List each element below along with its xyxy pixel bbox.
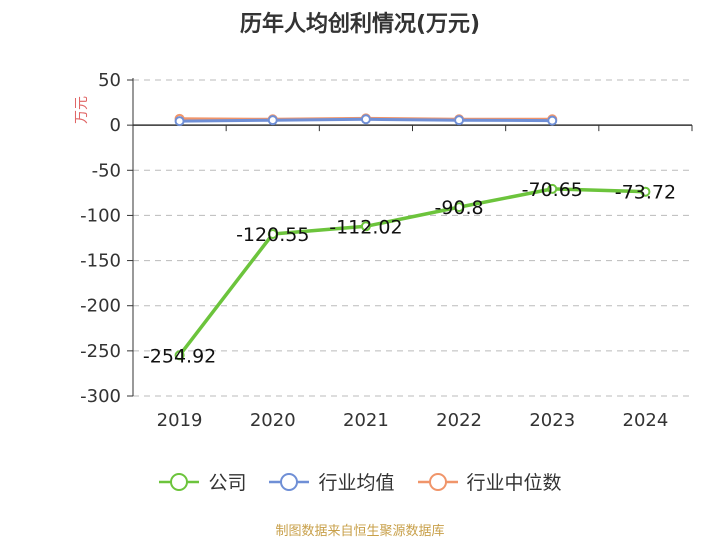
legend-label: 公司 [208,472,247,494]
data-label: -73.72 [615,182,676,204]
y-tick-label: -200 [80,296,121,317]
data-label: -254.92 [143,345,216,367]
y-tick-label: -150 [80,251,121,272]
legend-swatch [159,472,200,491]
data-point [360,114,371,125]
legend-item-1[interactable]: 行业均值 [268,468,395,495]
data-point [454,115,465,126]
x-tick-label: 2020 [250,410,296,431]
data-point [454,202,465,213]
axes: 50 0 -50 -100 -150 -200 -250 -300 万元 2019 2020 2021… [74,70,693,431]
source-note: 制图数据来自恒生聚源数据库 [275,524,445,539]
line-chart: 50 0 -50 -100 -150 -200 -250 -300 万元 2019 2020 2021… [74,70,693,431]
legend-item-0[interactable]: 公司 [158,468,246,495]
data-point [640,186,651,197]
x-tick-label: 2021 [343,410,389,431]
y-axis-title: 万元 [74,96,90,124]
x-tick-label: 2019 [157,410,203,431]
x-tick-label: 2023 [529,410,575,431]
data-point [547,183,558,194]
data-point [360,221,371,232]
y-tick-label: -300 [80,386,121,407]
x-tick-label: 2024 [623,410,669,431]
data-label: -70.65 [522,179,583,201]
data-point [174,350,185,361]
y-tick-label: 50 [98,70,121,91]
legend: 公司 行业均值 行业中位数 [0,468,720,495]
data-label: -90.8 [434,197,483,219]
data-point [174,116,185,127]
y-tick-label: -50 [92,160,121,181]
data-label: -112.02 [329,216,402,238]
legend-item-2[interactable]: 行业中位数 [417,468,562,495]
legend-label: 行业中位数 [466,472,562,494]
data-point [547,115,558,126]
chart-title: 历年人均创利情况(万元) [239,12,481,37]
legend-swatch [417,472,458,491]
data-point [267,228,278,239]
y-tick-label: 0 [110,115,121,136]
data-points [174,113,651,361]
series-line-0 [178,187,646,357]
legend-label: 行业均值 [318,472,395,494]
legend-swatch [269,472,310,491]
y-tick-label: -250 [80,341,121,362]
data-label: -120.55 [236,224,309,246]
y-tick-label: -100 [80,205,121,226]
x-tick-label: 2022 [436,410,482,431]
data-labels: -254.92 -120.55 -112.02 -90.8 -70.65 -73.72 [143,179,676,367]
data-point [267,115,278,126]
